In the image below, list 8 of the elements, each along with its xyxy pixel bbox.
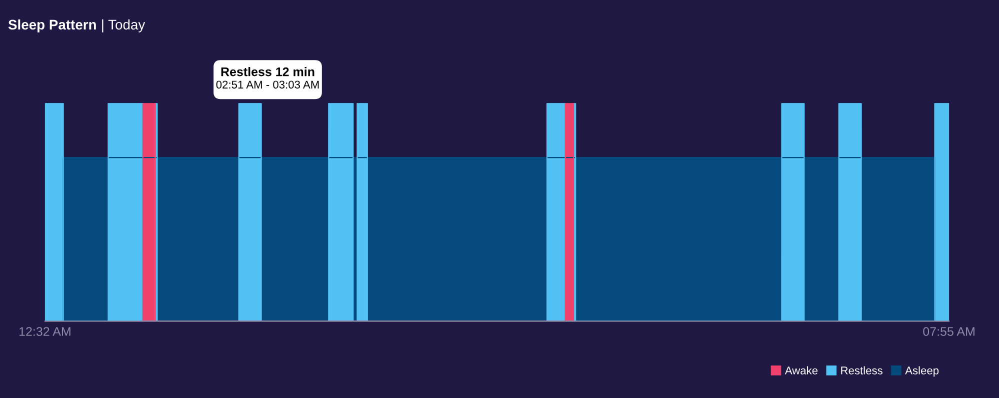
legend-label: Restless bbox=[841, 366, 882, 374]
x-tick-label: 07:55 AM bbox=[923, 327, 974, 336]
legend-label: Asleep bbox=[905, 366, 939, 377]
x-tick-label: 12:32 AM bbox=[20, 327, 70, 336]
text: Restless 12 min 02:51 AM - 03:03 AM bbox=[216, 67, 319, 89]
chart-subtitle: | Today bbox=[102, 19, 146, 32]
legend-label: Awake bbox=[784, 366, 818, 374]
chart-title: Sleep Pattern bbox=[8, 19, 96, 32]
